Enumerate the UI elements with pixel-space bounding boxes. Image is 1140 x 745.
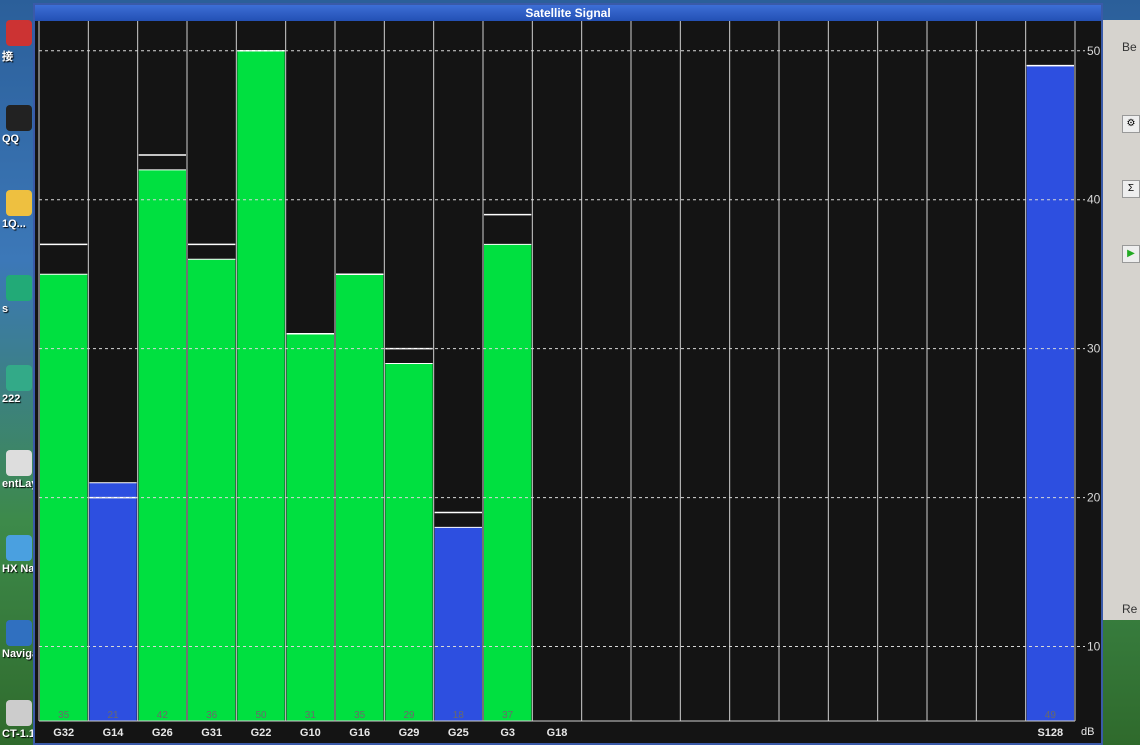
- app-icon: [6, 190, 32, 216]
- signal-bar: [434, 527, 482, 721]
- satellite-label: G22: [251, 727, 272, 739]
- satellite-label: G31: [201, 727, 222, 739]
- bar-value-label: 35: [58, 710, 70, 721]
- satellite-label: G14: [103, 727, 125, 739]
- signal-bar: [89, 482, 137, 721]
- signal-bar: [138, 169, 186, 722]
- signal-bar: [1026, 65, 1074, 721]
- y-tick-label: 20: [1087, 491, 1101, 505]
- unit-label: dB: [1081, 726, 1095, 738]
- toolbar-icon[interactable]: ⚙: [1122, 115, 1140, 133]
- satellite-label: G29: [399, 727, 420, 739]
- y-tick-label: 50: [1087, 44, 1101, 58]
- app-icon: [6, 535, 32, 561]
- desktop-icon[interactable]: 222: [2, 365, 58, 405]
- satellite-label: G25: [448, 727, 469, 739]
- play-icon[interactable]: ▶: [1122, 245, 1140, 263]
- desktop-icon[interactable]: 1Q...: [2, 190, 58, 230]
- bar-value-label: 29: [403, 710, 415, 721]
- signal-chart: 10 20 30 40 50 35 G32 21 G14 42 G26 36 G31 50 G22 31 G10…: [35, 21, 1101, 743]
- satellite-signal-window[interactable]: Satellite Signal 10 20 30 40 50 35 G32 21 G14 42 G…: [33, 3, 1103, 745]
- app-icon: [6, 20, 32, 46]
- y-tick-label: 40: [1087, 193, 1101, 207]
- desktop-icon[interactable]: QQ: [2, 105, 58, 145]
- satellite-label: G18: [547, 727, 568, 739]
- signal-chart-svg: 10 20 30 40 50 35 G32 21 G14 42 G26 36 G31 50 G22 31 G10…: [38, 21, 1101, 739]
- desktop-icon-label: 1Q...: [2, 218, 26, 230]
- bar-value-label: 42: [157, 710, 169, 721]
- background-window-tab[interactable]: Re: [1122, 602, 1138, 616]
- signal-bar: [484, 244, 532, 722]
- signal-bar: [237, 50, 285, 721]
- desktop-icon[interactable]: s: [2, 275, 58, 315]
- bar-value-label: 18: [453, 710, 465, 721]
- bar-value-label: 31: [305, 710, 317, 721]
- signal-bar: [385, 363, 433, 721]
- desktop-icon-label: s: [2, 303, 9, 315]
- bar-value-label: 35: [354, 710, 366, 721]
- signal-bar: [188, 259, 236, 721]
- app-icon: [6, 365, 32, 391]
- bar-value-label: 50: [255, 710, 267, 721]
- app-icon: [6, 450, 32, 476]
- window-title: Satellite Signal: [35, 5, 1101, 21]
- desktop-icon-label: QQ: [2, 133, 20, 145]
- app-icon: [6, 105, 32, 131]
- y-tick-label: 30: [1087, 342, 1101, 356]
- bar-value-label: 36: [206, 710, 218, 721]
- app-icon: [6, 620, 32, 646]
- bar-value-label: 49: [1045, 710, 1057, 721]
- satellite-label: G32: [53, 727, 74, 739]
- satellite-label: G10: [300, 727, 321, 739]
- signal-bar: [286, 333, 334, 721]
- satellite-label: G26: [152, 727, 173, 739]
- satellite-label: G16: [349, 727, 370, 739]
- background-window-tab[interactable]: Be: [1122, 40, 1137, 54]
- sigma-icon[interactable]: Σ: [1122, 180, 1140, 198]
- bar-value-label: 21: [107, 710, 119, 721]
- satellite-label: G3: [500, 727, 515, 739]
- desktop-icon-label: 接: [2, 51, 13, 63]
- desktop-icon[interactable]: 接: [2, 20, 58, 64]
- bar-value-label: 37: [502, 710, 514, 721]
- app-icon: [6, 275, 32, 301]
- y-tick-label: 10: [1087, 640, 1101, 654]
- desktop-icon-label: 222: [2, 393, 21, 405]
- app-icon: [6, 700, 32, 726]
- satellite-label: S128: [1037, 727, 1063, 739]
